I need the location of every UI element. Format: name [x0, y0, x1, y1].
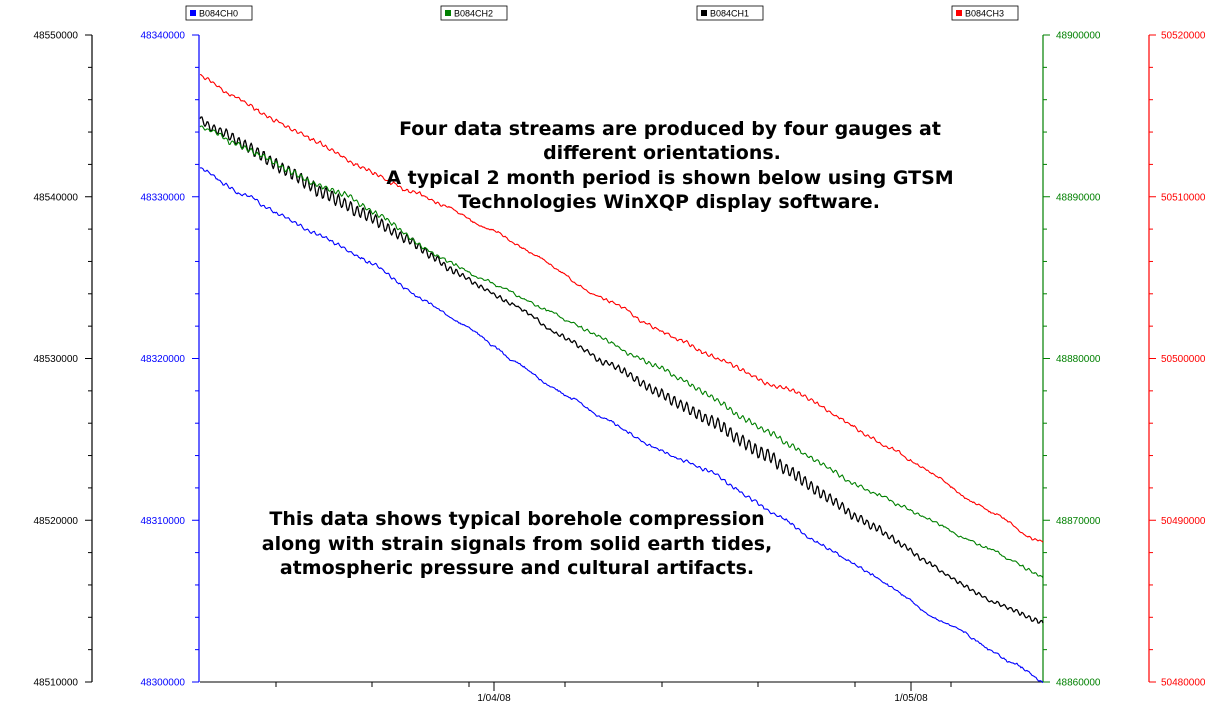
y-tick-label: 50480000: [1161, 678, 1206, 689]
annotation-bottom-line-3: atmospheric pressure and cultural artifa…: [280, 557, 754, 579]
series-line-b084ch2: [199, 125, 1044, 579]
y-tick-label: 50500000: [1161, 354, 1206, 365]
y-tick-label: 48520000: [34, 516, 79, 527]
axis-ch1-y-axis: 48510000 48520000 48530000 48540000 48550000: [34, 31, 93, 689]
series-layer: [199, 73, 1044, 684]
series-line-b084ch3: [199, 73, 1044, 543]
y-tick-label: 48550000: [34, 31, 79, 42]
y-tick-label: 48860000: [1056, 678, 1101, 689]
annotation-bottom: This data shows typical borehole compres…: [262, 508, 772, 579]
y-tick-label: 50520000: [1161, 31, 1206, 42]
y-tick-label: 48330000: [141, 192, 186, 203]
legend-label-ch0: B084CH0: [199, 9, 238, 19]
legend-swatch-ch0: [190, 10, 196, 16]
axes-layer: 48510000 48520000 48530000 48540000 48550000…: [34, 31, 1206, 689]
x-tick-label-may: 1/05/08: [894, 693, 928, 704]
y-tick-label: 48340000: [141, 31, 186, 42]
legend-item-ch0[interactable]: B084CH0: [185, 5, 253, 21]
legend-swatch-ch2: [445, 10, 451, 16]
y-tick-label: 50490000: [1161, 516, 1206, 527]
y-tick-label: 48880000: [1056, 354, 1101, 365]
annotation-top-line-3: A typical 2 month period is shown below …: [386, 167, 953, 189]
annotation-top-line-1: Four data streams are produced by four g…: [399, 118, 941, 140]
y-tick-label: 48890000: [1056, 192, 1101, 203]
y-tick-label: 48530000: [34, 354, 79, 365]
y-tick-label: 50510000: [1161, 192, 1206, 203]
y-tick-label: 48300000: [141, 678, 186, 689]
annotation-bottom-line-2: along with strain signals from solid ear…: [262, 533, 772, 555]
legend-swatch-ch1: [701, 10, 707, 16]
axis-ch2-y-axis: 48860000 48870000 48880000 48890000 48900000: [1042, 31, 1101, 689]
y-tick-label: 48320000: [141, 354, 186, 365]
x-tick-label-apr: 1/04/08: [477, 693, 511, 704]
legend-label-ch3: B084CH3: [965, 9, 1004, 19]
annotation-top-line-2: different orientations.: [543, 142, 781, 164]
legend: B084CH0 B084CH2 B084CH1 B084CH3: [185, 5, 1019, 21]
y-tick-label: 48900000: [1056, 31, 1101, 42]
legend-label-ch1: B084CH1: [710, 9, 749, 19]
annotation-bottom-line-1: This data shows typical borehole compres…: [269, 508, 764, 530]
legend-swatch-ch3: [956, 10, 962, 16]
legend-item-ch3[interactable]: B084CH3: [951, 5, 1019, 21]
y-tick-label: 48310000: [141, 516, 186, 527]
y-tick-label: 48870000: [1056, 516, 1101, 527]
legend-label-ch2: B084CH2: [454, 9, 493, 19]
annotation-top-line-4: Technologies WinXQP display software.: [458, 191, 880, 213]
x-axis: 1/04/08 1/05/08: [200, 681, 1043, 704]
annotation-top: Four data streams are produced by four g…: [386, 118, 953, 213]
y-tick-label: 48540000: [34, 192, 79, 203]
y-tick-label: 48510000: [34, 678, 79, 689]
legend-item-ch2[interactable]: B084CH2: [440, 5, 508, 21]
axis-ch3-y-axis: 50480000 50490000 50500000 50510000 50520000: [1148, 31, 1206, 689]
legend-item-ch1[interactable]: B084CH1: [696, 5, 764, 21]
axis-ch0-y-axis: 48300000 48310000 48320000 48330000 48340000: [141, 31, 200, 689]
series-line-b084ch1: [199, 116, 1044, 624]
series-line-b084ch0: [199, 167, 1044, 684]
